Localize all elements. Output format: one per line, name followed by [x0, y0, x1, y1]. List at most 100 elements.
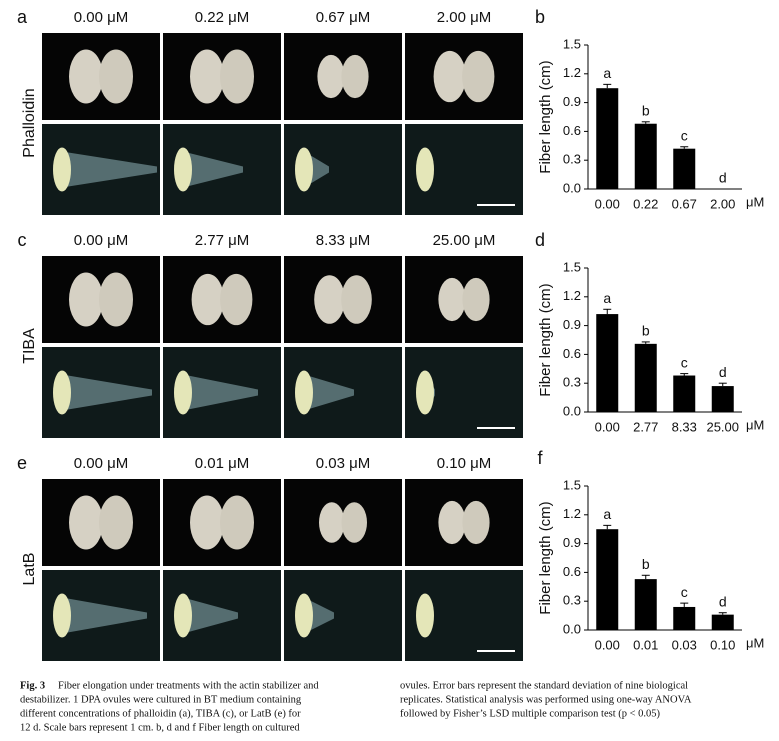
panel-letter: b — [535, 7, 545, 27]
x-tick-label: 0.67 — [672, 196, 697, 211]
caption-line: destabilizer. 1 DPA ovules were cultured… — [20, 694, 302, 705]
panel-letter: c — [18, 230, 27, 250]
bar — [673, 148, 696, 189]
ovule — [317, 54, 345, 99]
significance-letter: d — [719, 364, 727, 380]
ovule — [191, 273, 224, 326]
panel-letter: a — [17, 7, 28, 27]
concentration-label: 0.67 μM — [316, 9, 371, 26]
treatment-label: Phalloidin — [21, 88, 38, 157]
y-tick-label: 1.5 — [563, 259, 581, 274]
concentration-label: 0.00 μM — [74, 455, 129, 472]
y-axis-label: Fiber length (cm) — [537, 283, 554, 396]
ovule-side — [174, 147, 192, 192]
concentration-label: 2.00 μM — [437, 9, 492, 26]
x-tick-label: 0.03 — [672, 637, 697, 652]
concentration-label: 2.77 μM — [195, 232, 250, 249]
treatment-label: TIBA — [21, 328, 38, 364]
bar — [596, 88, 619, 189]
y-tick-label: 0.6 — [563, 346, 581, 361]
concentration-label: 0.10 μM — [437, 455, 492, 472]
caption-line: replicates. Statistical analysis was per… — [400, 694, 692, 705]
caption-line: followed by Fisher’s LSD multiple compar… — [400, 708, 661, 719]
ovule — [220, 495, 254, 550]
ovule-side — [174, 593, 192, 638]
y-tick-label: 0.0 — [563, 403, 581, 418]
y-axis-label: Fiber length (cm) — [537, 60, 554, 173]
x-unit: μM — [746, 194, 764, 209]
fibers — [62, 151, 157, 188]
bar — [634, 123, 657, 189]
ovule-side — [295, 593, 313, 638]
ovule-side — [53, 593, 71, 638]
y-axis-label: Fiber length (cm) — [537, 501, 554, 614]
significance-letter: b — [642, 323, 650, 339]
ovule — [462, 50, 495, 103]
caption-line: Fiber elongation under treatments with t… — [58, 680, 319, 691]
y-tick-label: 1.2 — [563, 288, 581, 303]
panel-letter: f — [537, 448, 543, 468]
treatment-label: LatB — [21, 553, 38, 586]
ovule-side — [53, 370, 71, 415]
ovule — [190, 495, 224, 550]
bar — [711, 614, 734, 630]
x-tick-label: 0.01 — [633, 637, 658, 652]
x-tick-label: 0.00 — [595, 196, 620, 211]
x-tick-label: 25.00 — [706, 419, 739, 434]
ovule — [220, 273, 253, 326]
ovule — [462, 500, 490, 545]
bar — [596, 314, 619, 412]
ovule — [99, 495, 133, 550]
y-tick-label: 0.9 — [563, 535, 581, 550]
significance-letter: a — [603, 65, 611, 81]
y-tick-label: 0.6 — [563, 564, 581, 579]
ovule-side — [174, 370, 192, 415]
caption-line: different concentrations of phalloidin (… — [20, 708, 301, 719]
significance-letter: c — [681, 354, 688, 370]
bar — [596, 529, 619, 630]
fibers — [183, 597, 238, 634]
fibers — [304, 374, 354, 411]
y-tick-label: 0.0 — [563, 180, 581, 195]
ovule — [190, 49, 224, 104]
caption-figure: Fig. 3 — [20, 680, 45, 691]
significance-letter: b — [642, 103, 650, 119]
ovule — [341, 275, 372, 324]
y-tick-label: 0.9 — [563, 94, 581, 109]
significance-letter: d — [719, 593, 727, 609]
significance-letter: a — [603, 290, 611, 306]
y-tick-label: 0.3 — [563, 593, 581, 608]
ovule-side — [295, 147, 313, 192]
ovule — [99, 49, 133, 104]
concentration-label: 0.01 μM — [195, 455, 250, 472]
bar — [673, 375, 696, 412]
fibers — [183, 151, 243, 188]
ovule — [438, 500, 466, 545]
significance-letter: a — [603, 506, 611, 522]
y-tick-label: 1.5 — [563, 477, 581, 492]
panel-letter: d — [535, 230, 545, 250]
concentration-label: 25.00 μM — [433, 232, 496, 249]
concentration-label: 0.03 μM — [316, 455, 371, 472]
concentration-label: 8.33 μM — [316, 232, 371, 249]
ovule — [341, 54, 369, 99]
fibers — [62, 374, 152, 411]
ovule — [69, 495, 103, 550]
significance-letter: b — [642, 556, 650, 572]
significance-letter: d — [719, 170, 727, 186]
y-tick-label: 1.5 — [563, 36, 581, 51]
ovule — [438, 277, 466, 322]
x-tick-label: 8.33 — [672, 419, 697, 434]
ovule — [69, 49, 103, 104]
ovule-side — [416, 593, 434, 638]
x-tick-label: 2.77 — [633, 419, 658, 434]
y-tick-label: 0.6 — [563, 123, 581, 138]
y-tick-label: 0.9 — [563, 317, 581, 332]
concentration-label: 0.00 μM — [74, 232, 129, 249]
x-unit: μM — [746, 635, 764, 650]
ovule-side — [295, 370, 313, 415]
x-tick-label: 0.00 — [595, 419, 620, 434]
y-tick-label: 0.0 — [563, 621, 581, 636]
ovule-side — [416, 147, 434, 192]
